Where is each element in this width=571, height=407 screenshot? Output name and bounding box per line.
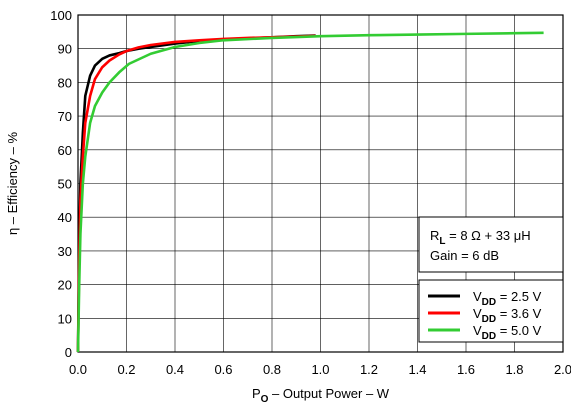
load-condition-sub: L — [439, 236, 445, 247]
x-tick-label: 1.4 — [408, 362, 426, 377]
x-axis-label-main: P — [252, 386, 261, 401]
x-tick-label: 0.0 — [69, 362, 87, 377]
plot-frame — [77, 14, 564, 353]
y-tick-label: 30 — [58, 244, 72, 259]
series-line-3 — [76, 31, 544, 353]
legend-label-sub: DD — [482, 331, 496, 342]
y-tick-label: 20 — [58, 278, 72, 293]
x-axis-label: PO – Output Power – W — [252, 386, 390, 405]
x-tick-label: 0.8 — [263, 362, 281, 377]
y-tick-label: 60 — [58, 143, 72, 158]
legend-frame — [418, 279, 564, 343]
legend-label-rest: = 2.5 V — [496, 289, 541, 304]
legend-label-2: VDD = 3.6 V — [473, 306, 542, 325]
y-tick-label: 0 — [65, 345, 72, 360]
series-layer — [76, 31, 544, 353]
legend-label-sub: DD — [482, 314, 496, 325]
legend-label-rest: = 5.0 V — [496, 323, 541, 338]
legend-label-1: VDD = 2.5 V — [473, 289, 542, 308]
legend-label-main: V — [473, 323, 482, 338]
y-tick-label: 10 — [58, 311, 72, 326]
x-axis-label-sub: O — [261, 394, 269, 405]
y-axis-ticks: 0 10 20 30 40 50 60 70 80 90 100 — [50, 8, 72, 360]
y-axis-label: η – Efficiency – % — [5, 132, 20, 236]
y-tick-label: 50 — [58, 177, 72, 192]
legend-label-rest: = 3.6 V — [496, 306, 541, 321]
legend-label-sub: DD — [482, 297, 496, 308]
load-condition-main: R — [430, 228, 439, 243]
x-tick-label: 0.6 — [214, 362, 232, 377]
gain-condition-label: Gain = 6 dB — [430, 248, 499, 263]
y-tick-label: 70 — [58, 109, 72, 124]
load-condition-rest: = 8 Ω + 33 μH — [446, 228, 531, 243]
x-tick-label: 0.2 — [117, 362, 135, 377]
y-tick-label: 40 — [58, 210, 72, 225]
y-tick-label: 80 — [58, 75, 72, 90]
legend-label-3: VDD = 5.0 V — [473, 323, 542, 342]
x-axis-label-rest: – Output Power – W — [268, 386, 389, 401]
conditions-box: RL = 8 Ω + 33 μH Gain = 6 dB — [418, 216, 564, 273]
legend-label-main: V — [473, 306, 482, 321]
conditions-box-frame — [418, 216, 564, 273]
y-tick-label: 90 — [58, 42, 72, 57]
x-tick-label: 1.6 — [457, 362, 475, 377]
series-line-1 — [76, 34, 316, 353]
x-axis-ticks: 0.0 0.2 0.4 0.6 0.8 1.0 1.2 1.4 1.6 1.8 2.0 — [69, 362, 571, 377]
legend-label-main: V — [473, 289, 482, 304]
series-line-2 — [76, 34, 316, 353]
x-tick-label: 1.8 — [505, 362, 523, 377]
load-condition-label: RL = 8 Ω + 33 μH — [430, 228, 531, 247]
y-tick-label: 100 — [50, 8, 72, 23]
x-tick-label: 1.2 — [360, 362, 378, 377]
x-tick-label: 1.0 — [311, 362, 329, 377]
x-tick-label: 0.4 — [166, 362, 184, 377]
x-tick-label: 2.0 — [554, 362, 571, 377]
